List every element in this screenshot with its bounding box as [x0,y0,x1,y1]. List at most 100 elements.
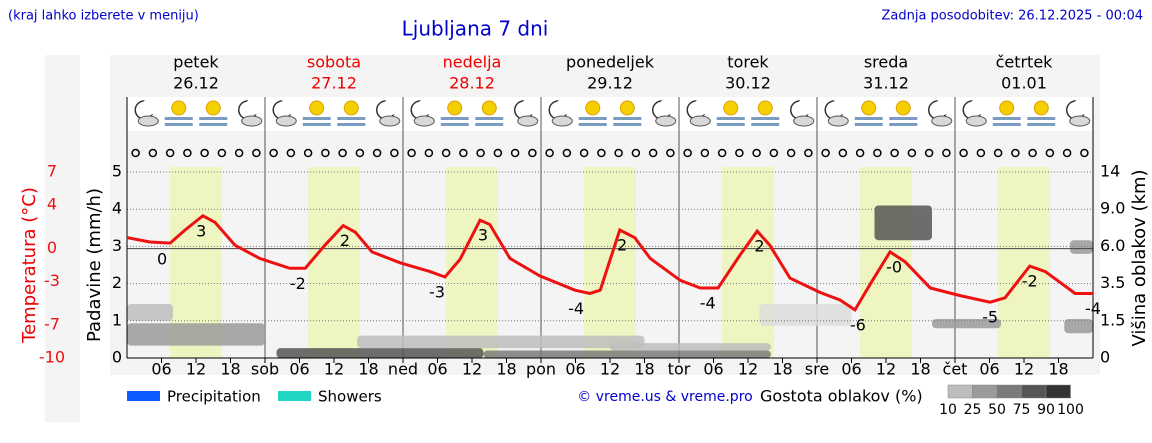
moon-shadow [831,99,848,115]
temp-label: -2 [290,274,306,293]
daylight-band [308,167,360,358]
precip-tick-label: 3 [112,236,122,255]
x-tick-label: 12 [186,360,206,379]
temp-label: 3 [196,221,206,240]
density-label: 90 [1037,402,1055,418]
day-date: 26.12 [173,74,219,93]
cloud-icon [793,115,815,127]
x-tick-label: ned [388,360,418,379]
wind-calm [769,148,779,158]
density-label: 100 [1057,402,1084,418]
wind-calm [890,148,899,158]
temp-label: -2 [1022,272,1038,291]
x-tick-label: 06 [289,360,309,379]
day-name: ponedeljek [566,53,655,72]
x-tick-label: 18 [634,360,654,379]
fog-icon [475,123,504,126]
fog-icon [199,117,228,120]
fog-icon [164,117,193,120]
cloud-icon [275,115,297,127]
wind-calm [183,148,192,158]
temp-tick-label: -7 [44,315,60,334]
day-name: sobota [307,53,361,72]
cloud-patch [1064,318,1093,334]
sun-icon [343,100,359,116]
fog-icon [613,117,642,120]
wind-calm [1011,148,1020,158]
x-tick-label: čet [943,360,968,379]
x-tick-label: 12 [876,360,896,379]
sun-icon [447,100,463,116]
fog-icon [578,123,607,126]
density-label: 10 [939,402,957,418]
x-tick-label: 06 [151,360,171,379]
wind-calm [597,148,606,158]
temp-label: -4 [1085,299,1101,318]
wind-calm [942,148,951,158]
legend-swatch [278,391,311,401]
wind-calm [907,148,917,158]
temp-tick-label: -3 [44,271,60,290]
wind-calm [476,148,485,158]
wind-calm [459,148,468,158]
density-label: 75 [1013,402,1031,418]
cloud-patch [127,323,265,346]
sun-icon [757,100,773,116]
x-tick-label: pon [526,360,556,379]
daylight-band [998,167,1050,358]
fog-icon [1027,123,1056,126]
fog-icon [992,117,1021,120]
density-label: 25 [964,402,982,418]
sun-icon [171,100,187,116]
x-tick-label: 18 [910,360,930,379]
fog-icon [578,117,607,120]
day-name: četrtek [996,53,1054,72]
day-name: nedelja [443,53,502,72]
day-date: 30.12 [725,74,771,93]
wind-calm [338,148,347,158]
precip-tick-label: 0 [112,348,122,367]
wind-calm [976,148,986,158]
day-name: sreda [864,53,908,72]
moon-shadow [969,99,986,115]
density-swatch [947,384,973,399]
wind-calm [269,148,278,158]
wind-calm [804,148,813,158]
cloud-tick-label: 9.0 [1100,199,1125,218]
sun-icon [1033,100,1049,116]
moon-shadow [658,99,675,115]
wind-calm [217,148,227,158]
wind-calm [148,148,158,158]
precip-tick-label: 4 [112,199,122,218]
wind-calm [993,148,1003,158]
density-swatch [1045,384,1071,399]
cloud-icon [931,115,953,127]
wind-calm [631,148,641,158]
fog-icon [1027,117,1056,120]
temperature-axis-title: Temperatura (°C) [19,187,40,344]
fog-icon [337,117,366,120]
fog-icon [716,123,745,126]
precip-tick-label: 5 [112,162,122,181]
cloud-icon [517,115,539,127]
wind-calm [700,148,710,158]
cloud-tick-label: 3.5 [1100,273,1125,292]
cloud-patch [610,343,771,351]
sun-icon [895,100,911,116]
wind-calm [579,148,589,158]
wind-calm [407,148,416,158]
wind-calm [1080,148,1089,158]
moon-shadow [382,99,399,115]
temp-tick-label: 0 [47,238,57,257]
cloud-patch [357,335,645,349]
x-tick-label: 18 [496,360,516,379]
precip-tick-label: 2 [112,273,122,292]
temp-label: 2 [617,235,627,254]
wind-calm [321,148,330,158]
temp-label: 3 [478,226,488,245]
legend-label: Showers [318,388,382,406]
fog-icon [751,123,780,126]
wind-calm [838,148,848,158]
cloud-icon [551,115,573,127]
cloud-icon [241,115,263,127]
